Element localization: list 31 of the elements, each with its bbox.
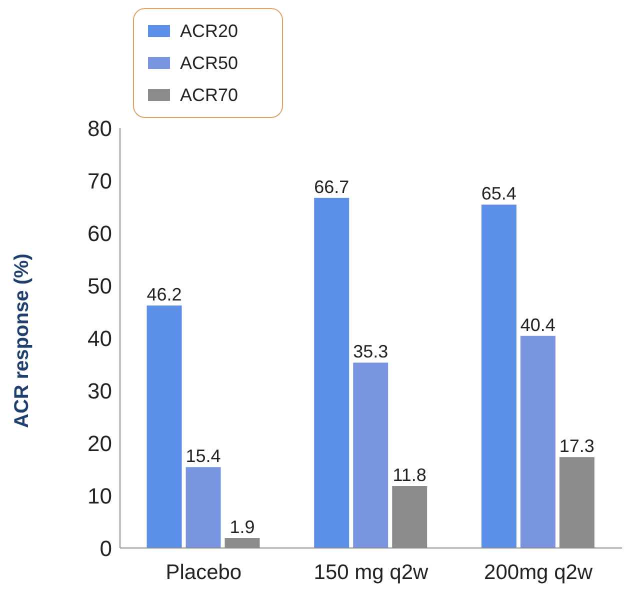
bar <box>481 204 516 548</box>
data-label: 35.3 <box>353 342 388 362</box>
y-tick-label: 60 <box>88 220 112 246</box>
y-tick-label: 30 <box>88 378 112 404</box>
data-label: 17.3 <box>559 436 594 456</box>
data-label: 15.4 <box>186 446 221 466</box>
legend-label: ACR70 <box>180 84 238 107</box>
x-tick-label: Placebo <box>166 560 242 584</box>
y-tick-label: 80 <box>88 116 112 141</box>
y-tick-label: 0 <box>100 536 112 561</box>
bar <box>186 467 221 548</box>
x-tick-label: 200mg q2w <box>484 560 594 584</box>
data-label: 40.4 <box>520 314 556 335</box>
y-tick-label: 40 <box>88 326 112 351</box>
x-tick-label: 150 mg q2w <box>314 560 430 584</box>
y-axis-title: ACR response (%) <box>11 254 34 428</box>
legend-label: ACR50 <box>180 52 238 75</box>
bar <box>146 305 182 548</box>
data-label: 11.8 <box>392 465 426 486</box>
y-tick-label: 10 <box>88 483 112 508</box>
y-tick-label: 50 <box>88 273 112 298</box>
y-tick-label: 70 <box>88 168 112 194</box>
bar <box>520 336 556 548</box>
bar <box>353 362 388 548</box>
data-label: 66.7 <box>314 176 350 197</box>
data-label: 1.9 <box>230 517 255 538</box>
y-tick-label: 20 <box>88 430 112 456</box>
bar <box>314 198 350 548</box>
legend-label: ACR20 <box>180 20 238 43</box>
data-label: 65.4 <box>481 184 516 204</box>
data-label: 46.2 <box>146 284 182 304</box>
